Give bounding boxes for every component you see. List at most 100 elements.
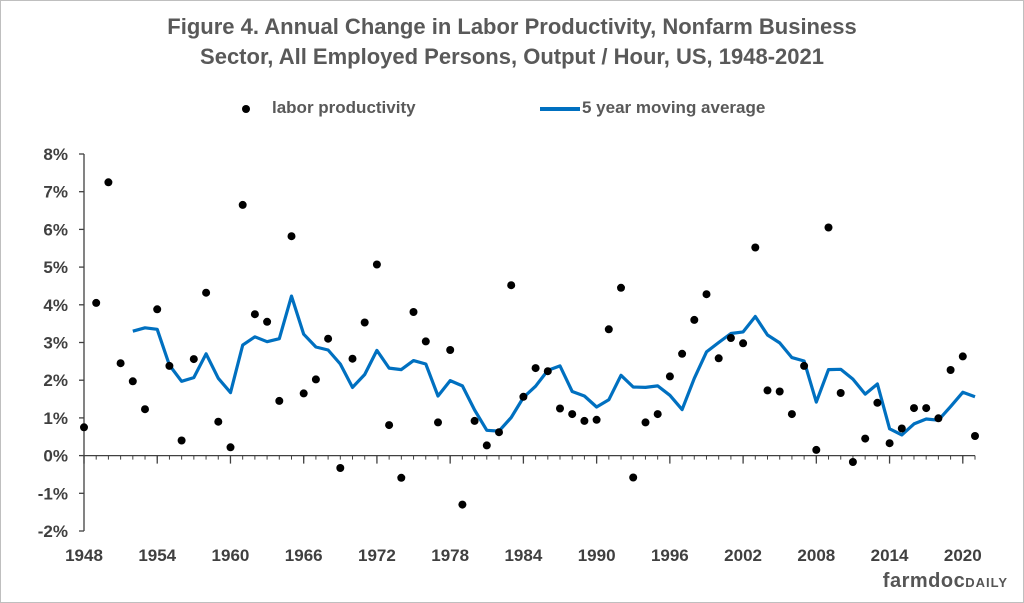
- x-tick-label: 1996: [651, 546, 689, 565]
- data-point: [104, 178, 113, 187]
- data-point: [543, 367, 552, 376]
- data-point: [592, 415, 601, 424]
- data-point: [641, 418, 650, 427]
- y-tick-label: 0%: [43, 447, 68, 466]
- data-point: [910, 404, 918, 413]
- brand-part2: DAILY: [965, 575, 1008, 590]
- data-point: [482, 441, 491, 450]
- data-point: [824, 223, 833, 232]
- legend-item-moving-average: 5 year moving average: [540, 98, 765, 118]
- data-point: [128, 377, 137, 386]
- data-point: [922, 404, 931, 413]
- data-point: [885, 439, 894, 448]
- data-point: [958, 352, 967, 361]
- data-point: [324, 334, 333, 343]
- data-point: [80, 423, 88, 432]
- data-point: [653, 410, 662, 419]
- data-point: [214, 417, 223, 426]
- data-point: [617, 283, 625, 292]
- x-tick-label: 1972: [358, 546, 396, 565]
- data-point: [397, 473, 406, 482]
- data-point: [946, 366, 955, 374]
- data-point: [556, 404, 564, 413]
- y-tick-label: 2%: [43, 371, 68, 390]
- chart-title-line2: Sector, All Employed Persons, Output / H…: [200, 44, 824, 69]
- data-point: [848, 458, 857, 466]
- x-tick-label: 1990: [578, 546, 616, 565]
- farmdoc-daily-logo: farmdocDAILY: [883, 570, 1008, 593]
- data-point: [873, 398, 882, 407]
- data-point: [787, 410, 796, 419]
- data-point: [751, 243, 760, 252]
- data-point: [238, 200, 247, 209]
- data-point: [336, 464, 345, 472]
- data-point: [299, 389, 308, 398]
- data-point: [604, 325, 613, 334]
- data-point: [800, 361, 809, 370]
- chart-title: Figure 4. Annual Change in Labor Product…: [0, 12, 1024, 72]
- data-point: [971, 432, 979, 440]
- y-tick-label: 6%: [43, 220, 68, 239]
- data-point: [116, 359, 125, 368]
- data-point: [458, 500, 467, 509]
- data-point: [189, 355, 198, 364]
- data-point: [678, 349, 687, 358]
- data-point: [446, 346, 455, 354]
- data-point: [141, 405, 149, 414]
- y-tick-label: 5%: [43, 258, 68, 277]
- data-point: [385, 421, 394, 430]
- data-point: [311, 375, 320, 384]
- data-point: [702, 290, 711, 299]
- y-tick-label: 8%: [43, 145, 68, 164]
- data-point: [360, 318, 369, 327]
- data-point: [177, 436, 186, 445]
- x-tick-label: 1948: [65, 546, 103, 565]
- data-point: [519, 392, 528, 401]
- data-point: [775, 387, 784, 396]
- brand-part1: farmdoc: [882, 570, 966, 592]
- data-point: [897, 424, 906, 433]
- data-point: [629, 473, 638, 482]
- data-point: [934, 414, 943, 423]
- data-point: [348, 354, 357, 363]
- legend-item-labor-productivity: labor productivity: [242, 98, 416, 118]
- y-tick-label: -2%: [38, 522, 68, 541]
- x-tick-label: 2008: [797, 546, 835, 565]
- legend-label-labor-productivity: labor productivity: [272, 98, 416, 117]
- legend-marker-line: [540, 106, 580, 111]
- data-point: [409, 308, 418, 316]
- data-point: [153, 305, 162, 314]
- x-tick-label: 2014: [871, 546, 909, 565]
- legend-label-moving-average: 5 year moving average: [582, 98, 766, 117]
- data-point: [250, 310, 259, 319]
- data-point: [507, 281, 516, 290]
- data-point: [580, 416, 589, 425]
- data-point: [275, 396, 284, 405]
- data-point: [421, 337, 430, 346]
- data-point: [470, 416, 479, 425]
- y-tick-label: 3%: [43, 334, 68, 353]
- y-tick-label: 1%: [43, 409, 68, 428]
- data-point: [202, 288, 211, 297]
- x-tick-label: 2020: [944, 546, 982, 565]
- data-point: [763, 386, 772, 395]
- x-tick-label: 2002: [724, 546, 762, 565]
- legend-marker-dot: [242, 104, 250, 113]
- x-tick-label: 1984: [504, 546, 542, 565]
- data-point: [263, 317, 272, 326]
- data-point: [434, 418, 442, 427]
- data-point: [665, 372, 674, 381]
- x-tick-label: 1978: [431, 546, 469, 565]
- data-point: [92, 298, 101, 307]
- data-point: [372, 260, 381, 269]
- data-point: [531, 364, 540, 373]
- data-point: [226, 443, 235, 452]
- data-point: [836, 389, 845, 397]
- data-point: [812, 445, 821, 454]
- data-point: [690, 315, 699, 324]
- data-point: [287, 232, 296, 241]
- chart-title-line1: Figure 4. Annual Change in Labor Product…: [167, 14, 857, 39]
- y-tick-label: 7%: [43, 183, 68, 202]
